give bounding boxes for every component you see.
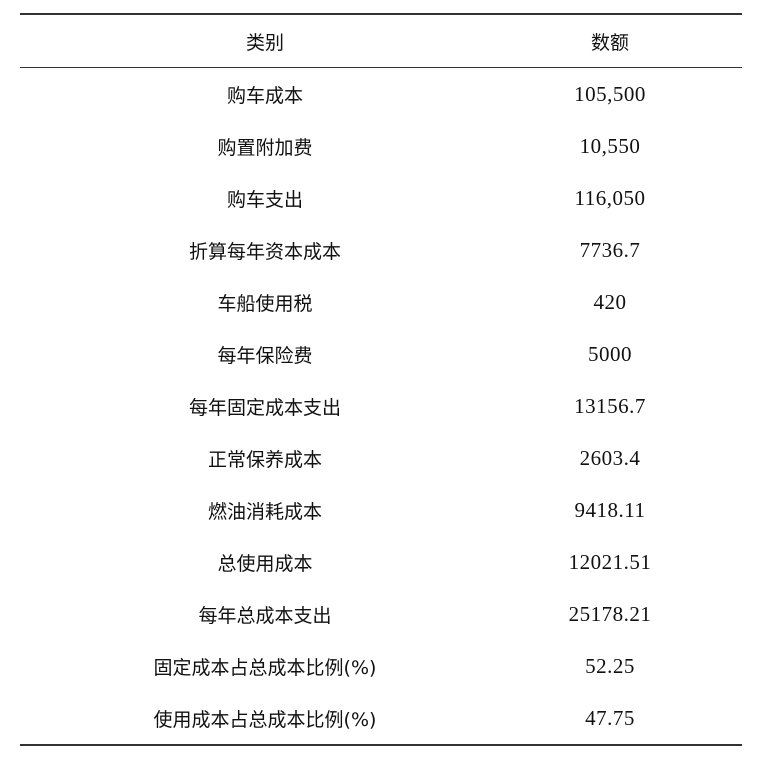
amount-cell: 2603.4 — [579, 445, 641, 470]
category-cell: 正常保养成本 — [207, 448, 322, 471]
category-cell: 固定成本占总成本比例(%) — [153, 656, 377, 679]
table-row: 折算每年资本成本 7736.7 — [20, 224, 742, 276]
amount-cell: 5000 — [588, 341, 632, 366]
category-cell: 车船使用税 — [217, 292, 313, 315]
category-cell: 购车成本 — [226, 84, 303, 107]
amount-cell: 420 — [593, 289, 627, 314]
amount-cell: 7736.7 — [579, 237, 641, 262]
table-row: 固定成本占总成本比例(%) 52.25 — [20, 640, 742, 692]
header-amount: 数额 — [590, 31, 629, 54]
amount-cell: 12021.51 — [568, 549, 652, 574]
table-row: 车船使用税 420 — [20, 276, 742, 328]
header-category: 类别 — [245, 31, 284, 54]
table-row: 使用成本占总成本比例(%) 47.75 — [20, 692, 742, 745]
table-row: 每年总成本支出 25178.21 — [20, 588, 742, 640]
amount-cell: 13156.7 — [574, 393, 646, 418]
category-cell: 燃油消耗成本 — [207, 500, 322, 523]
table-row: 正常保养成本 2603.4 — [20, 432, 742, 484]
amount-cell: 25178.21 — [568, 601, 652, 626]
table-row: 总使用成本 12021.51 — [20, 536, 742, 588]
header-row: 类别 数额 — [20, 14, 742, 68]
category-cell: 每年保险费 — [217, 344, 313, 367]
table-row: 购车成本 105,500 — [20, 68, 742, 121]
table-row: 购车支出 116,050 — [20, 172, 742, 224]
category-cell: 购车支出 — [226, 188, 303, 211]
cost-table: 类别 数额 购车成本 105,500 购置附加费 10,550 购车支出 116,050 折… — [20, 13, 742, 746]
amount-cell: 105,500 — [574, 81, 646, 106]
table-row: 购置附加费 10,550 — [20, 120, 742, 172]
amount-cell: 9418.11 — [574, 497, 646, 522]
category-cell: 使用成本占总成本比例(%) — [153, 708, 377, 731]
category-cell: 每年总成本支出 — [198, 604, 332, 627]
table-row: 燃油消耗成本 9418.11 — [20, 484, 742, 536]
category-cell: 总使用成本 — [217, 552, 313, 575]
category-cell: 每年固定成本支出 — [188, 396, 341, 419]
amount-cell: 116,050 — [574, 185, 646, 210]
table-row: 每年固定成本支出 13156.7 — [20, 380, 742, 432]
amount-cell: 47.75 — [585, 705, 635, 730]
category-cell: 折算每年资本成本 — [188, 240, 341, 263]
category-cell: 购置附加费 — [217, 136, 313, 159]
table-row: 每年保险费 5000 — [20, 328, 742, 380]
amount-cell: 10,550 — [579, 133, 641, 158]
amount-cell: 52.25 — [585, 653, 635, 678]
